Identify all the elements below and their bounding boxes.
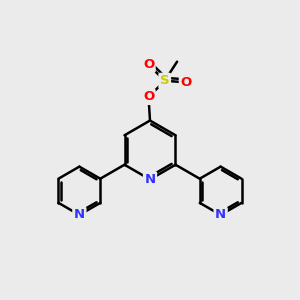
- Text: O: O: [143, 58, 154, 71]
- Text: S: S: [160, 74, 169, 87]
- Text: N: N: [215, 208, 226, 221]
- Text: O: O: [143, 91, 154, 103]
- Text: O: O: [180, 76, 191, 89]
- Text: N: N: [144, 173, 156, 186]
- Text: N: N: [74, 208, 85, 221]
